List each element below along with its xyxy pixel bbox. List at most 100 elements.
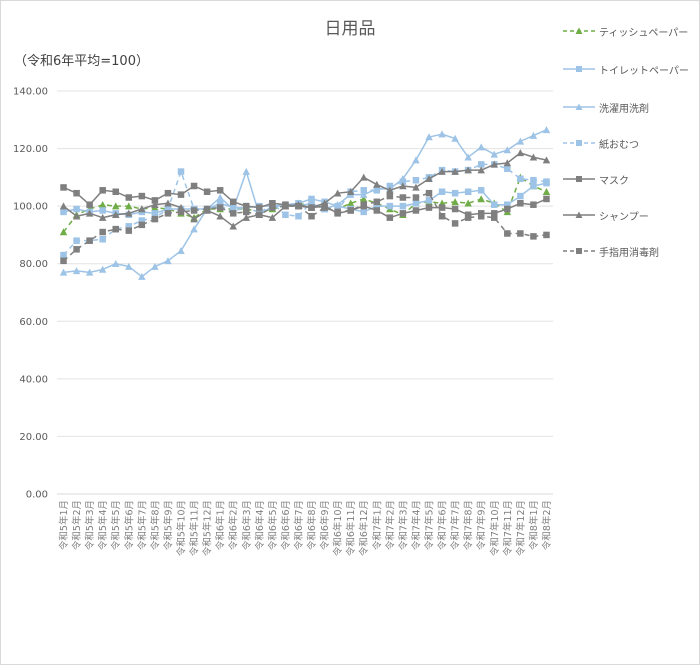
- data-point: [125, 202, 133, 210]
- data-point: [477, 212, 485, 220]
- data-point: [190, 225, 198, 233]
- data-point: [542, 188, 551, 195]
- data-point: [98, 213, 107, 221]
- data-point: [151, 200, 159, 208]
- data-point: [438, 204, 446, 211]
- data-point: [530, 233, 537, 240]
- x-tick-label: 令和5年11月: [189, 500, 201, 556]
- data-point: [359, 195, 368, 203]
- x-tick-label: 令和6年3月: [241, 500, 253, 550]
- data-point: [373, 198, 381, 206]
- data-point: [177, 208, 185, 216]
- data-point: [399, 202, 407, 210]
- y-tick-label: 60.00: [19, 317, 48, 328]
- data-point: [151, 215, 159, 223]
- data-point: [346, 188, 355, 195]
- data-point: [229, 222, 237, 230]
- data-point: [412, 207, 420, 214]
- x-tick-label: 令和5年4月: [97, 500, 109, 550]
- x-tick-label: 令和7年6月: [437, 500, 449, 550]
- data-point: [60, 184, 67, 191]
- series-line: [62, 163, 547, 256]
- data-point: [190, 182, 198, 190]
- data-point: [504, 205, 511, 213]
- series-line: [63, 182, 547, 216]
- data-point: [464, 214, 472, 221]
- data-point: [347, 207, 354, 214]
- x-axis: 令和5年1月 令和5年2月 令和5年3月 令和5年4月 令和5年5月 令和5年6月 令和5年…: [58, 500, 553, 556]
- data-point: [73, 205, 80, 213]
- data-point: [425, 133, 433, 141]
- data-point: [216, 187, 224, 194]
- data-point: [575, 211, 583, 218]
- data-point: [151, 197, 159, 204]
- data-point: [295, 212, 302, 220]
- legend-swatch-icon: [563, 140, 595, 146]
- data-point: [543, 195, 550, 203]
- data-point: [359, 190, 368, 198]
- data-point: [412, 194, 420, 201]
- data-point: [491, 210, 498, 217]
- x-tick-label: 令和7年9月: [476, 500, 488, 550]
- data-point: [373, 202, 381, 210]
- data-point: [425, 204, 433, 211]
- legend-label: 洗濯用洗剤: [599, 103, 649, 115]
- data-point: [399, 182, 407, 190]
- data-point: [59, 228, 68, 236]
- data-point: [491, 214, 498, 221]
- data-point: [85, 209, 94, 217]
- data-point: [60, 208, 67, 216]
- data-point: [216, 212, 224, 220]
- data-point: [451, 205, 459, 213]
- data-point: [543, 231, 550, 239]
- y-tick-label: 140.00: [13, 87, 48, 98]
- legend-swatch-icon: [563, 211, 595, 218]
- data-point: [138, 272, 146, 280]
- data-point: [477, 143, 485, 151]
- x-tick-label: 令和7年3月: [397, 500, 409, 550]
- data-point: [412, 200, 420, 207]
- x-tick-label: 令和5年6月: [123, 500, 135, 550]
- data-point: [125, 223, 133, 230]
- data-point: [503, 146, 512, 154]
- data-point: [229, 198, 237, 206]
- data-point: [517, 230, 524, 237]
- x-tick-label: 令和7年2月: [384, 500, 396, 550]
- x-tick-label: 令和7年5月: [424, 500, 436, 550]
- data-point: [333, 189, 342, 197]
- legend-item: 洗濯用洗剤: [562, 98, 649, 116]
- data-point: [295, 202, 302, 210]
- data-point: [576, 66, 582, 72]
- data-point: [373, 180, 381, 188]
- series-line: [63, 152, 547, 228]
- data-point: [99, 235, 106, 243]
- data-point: [308, 212, 315, 220]
- data-point: [576, 248, 582, 254]
- data-point: [451, 198, 459, 206]
- x-tick-label: 令和5年7月: [136, 500, 148, 550]
- legend-swatch-icon: [563, 248, 595, 254]
- data-point: [282, 202, 289, 210]
- data-point: [504, 230, 511, 237]
- x-tick-label: 令和6年8月: [306, 500, 318, 550]
- data-point: [164, 257, 172, 265]
- data-point: [138, 221, 146, 229]
- data-point: [575, 27, 583, 34]
- legend-item: 紙おむつ: [562, 134, 639, 152]
- data-point: [190, 215, 198, 223]
- data-point: [516, 149, 525, 157]
- data-point: [386, 186, 394, 194]
- data-point: [125, 227, 133, 234]
- data-point: [177, 168, 185, 175]
- data-point: [477, 161, 485, 168]
- data-point: [543, 178, 550, 185]
- data-point: [490, 160, 499, 168]
- data-point: [216, 204, 224, 211]
- x-tick-label: 令和6年4月: [254, 500, 266, 550]
- data-point: [399, 178, 407, 185]
- data-point: [85, 268, 94, 276]
- series-lines: [59, 126, 551, 280]
- data-point: [98, 200, 107, 208]
- data-point: [438, 212, 446, 220]
- data-point: [203, 188, 211, 195]
